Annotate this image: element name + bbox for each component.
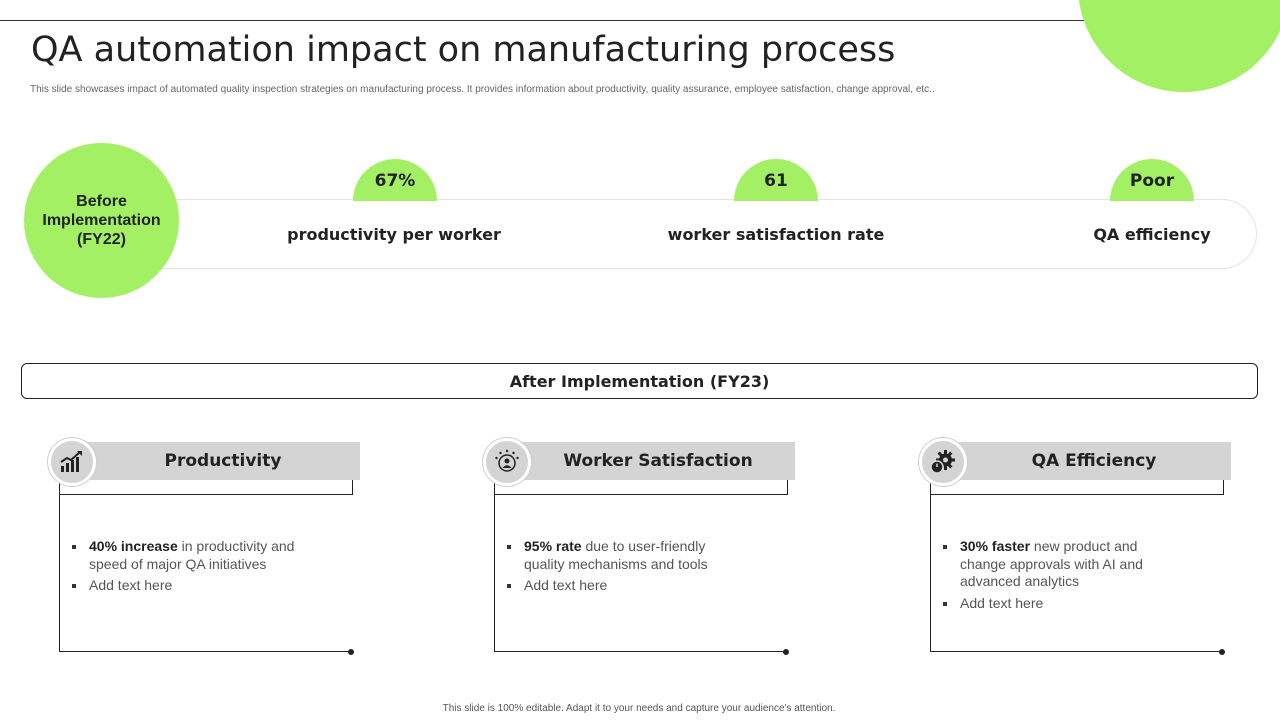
card-title: Worker Satisfaction: [563, 451, 753, 471]
productivity-card: Productivity 40% increase in productivit…: [48, 438, 368, 658]
card-header: QA Efficiency: [937, 442, 1231, 480]
footer-note: This slide is 100% editable. Adapt it to…: [442, 703, 836, 714]
page-title: QA automation impact on manufacturing pr…: [31, 30, 896, 70]
metric-label: worker satisfaction rate: [667, 225, 885, 244]
card-frame: [930, 480, 1224, 652]
card-frame: [59, 480, 353, 652]
card-end-dot: [348, 649, 354, 655]
page-subtitle: This slide showcases impact of automated…: [30, 84, 935, 95]
top-rule: [0, 20, 1280, 21]
person-stars-icon: [483, 438, 531, 486]
growth-chart-icon: [48, 438, 96, 486]
metric-label: productivity per worker: [287, 225, 501, 244]
list-item: Add text here: [507, 577, 747, 595]
after-implementation-label: After Implementation (FY23): [509, 371, 770, 391]
card-header: Productivity: [66, 442, 360, 480]
gear-stopwatch-icon: [919, 438, 967, 486]
list-item: Add text here: [72, 577, 302, 595]
list-item: 95% rate due to user-friendly quality me…: [507, 538, 747, 573]
qa-efficiency-card: QA Efficiency 30% faster new product and…: [919, 438, 1239, 658]
corner-decoration: [1078, 0, 1280, 92]
metric-value-badge: Poor: [1110, 159, 1194, 201]
bullet-list: 40% increase in productivity and speed o…: [72, 538, 302, 599]
list-item: Add text here: [943, 595, 1183, 613]
after-implementation-bar: After Implementation (FY23): [21, 363, 1258, 399]
metric-value: 61: [764, 171, 788, 191]
metric-value-badge: 67%: [353, 159, 437, 201]
metric-label: QA efficiency: [1093, 225, 1211, 244]
before-metrics-band: [140, 199, 1257, 269]
before-implementation-circle: Before Implementation (FY22): [24, 143, 179, 298]
metric-value-badge: 61: [734, 159, 818, 201]
metric-value: Poor: [1129, 171, 1175, 191]
card-end-dot: [1219, 649, 1225, 655]
card-frame: [494, 480, 788, 652]
list-item: 30% faster new product and change approv…: [943, 538, 1183, 591]
card-header: Worker Satisfaction: [501, 442, 795, 480]
card-title: QA Efficiency: [1031, 451, 1157, 471]
metric-value: 67%: [374, 171, 416, 191]
bullet-list: 30% faster new product and change approv…: [943, 538, 1183, 616]
card-title: Productivity: [164, 451, 282, 471]
worker-satisfaction-card: Worker Satisfaction 95% rate due to user…: [483, 438, 803, 658]
before-implementation-label: Before Implementation (FY22): [42, 193, 161, 248]
card-end-dot: [783, 649, 789, 655]
bullet-list: 95% rate due to user-friendly quality me…: [507, 538, 747, 599]
list-item: 40% increase in productivity and speed o…: [72, 538, 302, 573]
